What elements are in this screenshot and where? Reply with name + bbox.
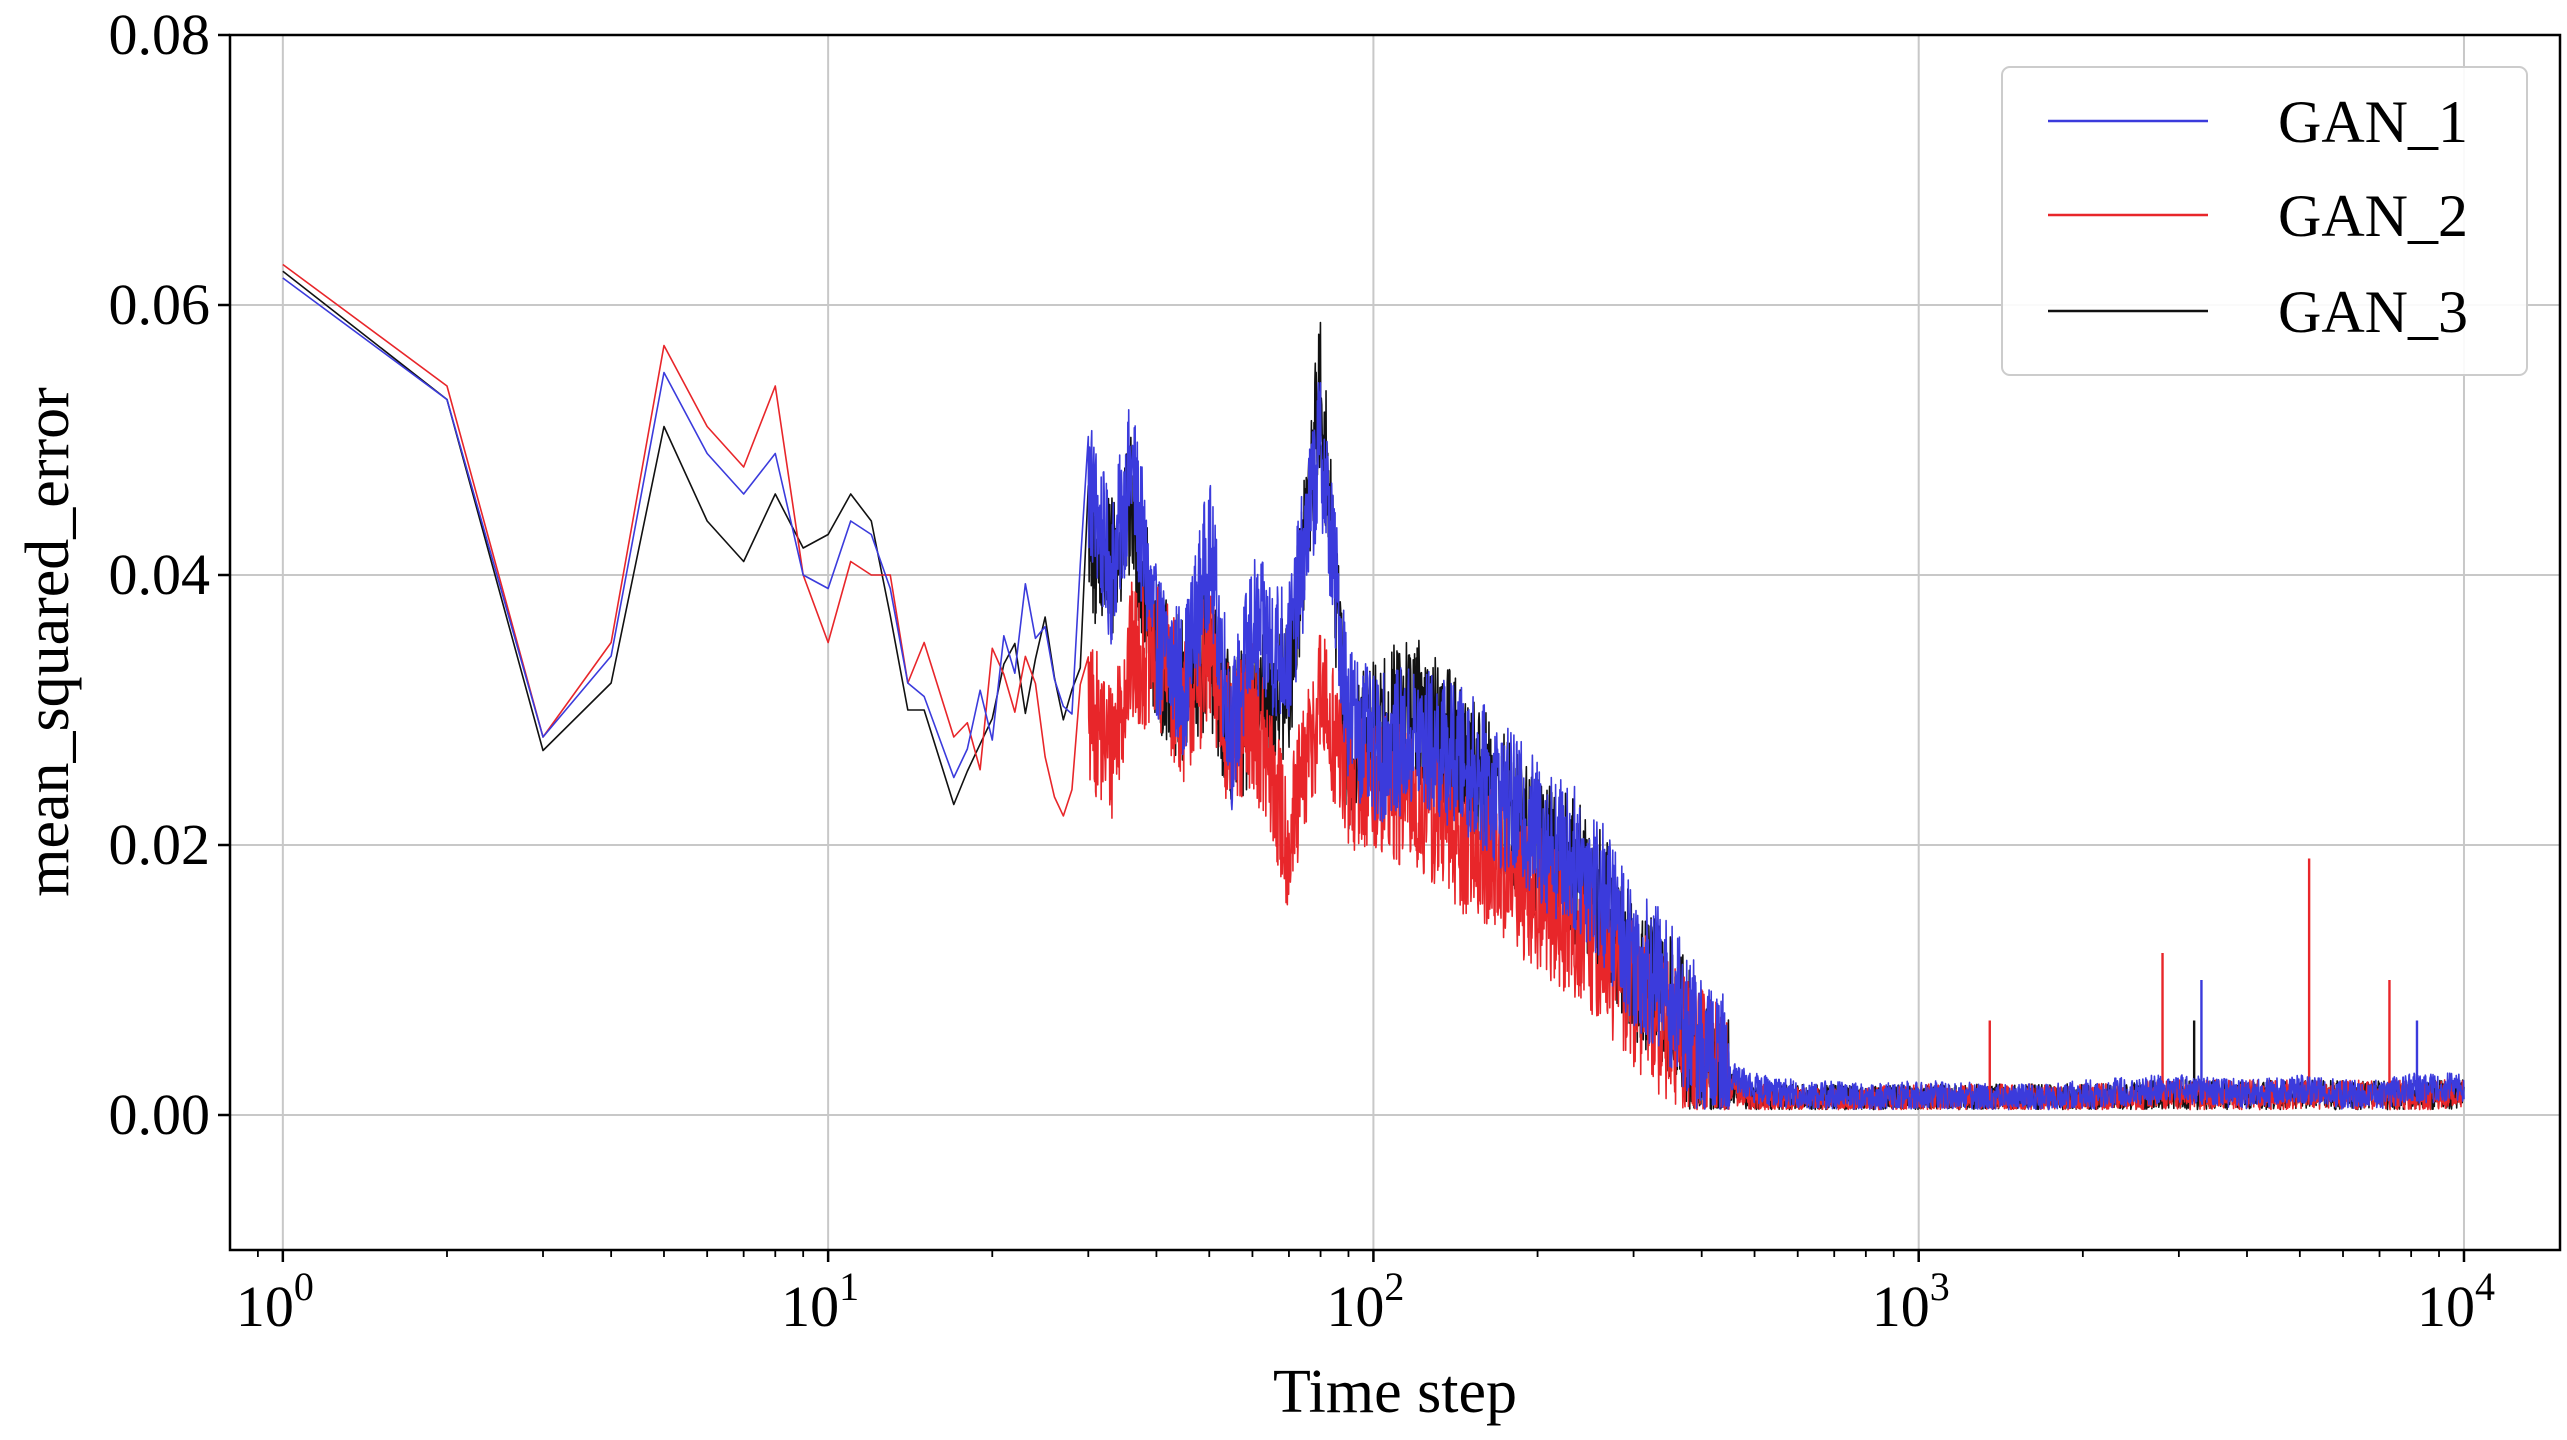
grid — [230, 34, 2560, 1250]
x-tick-label: 104 — [2417, 1264, 2495, 1339]
x-tick-label: 102 — [1326, 1264, 1404, 1339]
legend-label-gan-3: GAN_3 — [2278, 279, 2468, 345]
y-axis-title: mean_squared_error — [14, 387, 82, 897]
x-axis-title: Time step — [1273, 1358, 1517, 1426]
ticks — [218, 33, 2466, 1262]
plot-frame — [228, 33, 2562, 1252]
x-tick-label: 103 — [1872, 1264, 1950, 1339]
y-tick-label: 0.02 — [109, 812, 211, 877]
x-tick-label: 101 — [781, 1264, 859, 1339]
y-tick-label: 0.06 — [109, 272, 211, 337]
series-line-gan-1 — [282, 277, 2465, 1111]
legend-label-gan-2: GAN_2 — [2278, 183, 2468, 249]
x-tick-label: 100 — [236, 1264, 314, 1339]
y-tick-label: 0.08 — [109, 2, 211, 67]
legend-label-gan-1: GAN_1 — [2278, 89, 2468, 155]
tick-labels: 0.00 0.02 0.04 0.06 0.08 100 101 102 103 104 — [109, 2, 2495, 1339]
y-tick-label: 0.00 — [109, 1082, 211, 1147]
legend-frame — [2001, 66, 2528, 376]
series-lines — [282, 263, 2465, 1111]
y-tick-label: 0.04 — [109, 542, 211, 607]
legend: GAN_1 GAN_2 GAN_3 — [2001, 66, 2528, 376]
